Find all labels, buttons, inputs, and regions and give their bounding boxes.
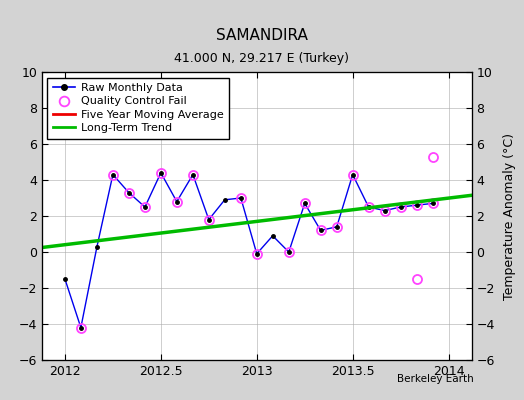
Text: SAMANDIRA: SAMANDIRA [216, 28, 308, 43]
Text: Berkeley Earth: Berkeley Earth [398, 374, 474, 384]
Text: 41.000 N, 29.217 E (Turkey): 41.000 N, 29.217 E (Turkey) [174, 52, 350, 65]
Y-axis label: Temperature Anomaly (°C): Temperature Anomaly (°C) [503, 132, 516, 300]
Legend: Raw Monthly Data, Quality Control Fail, Five Year Moving Average, Long-Term Tren: Raw Monthly Data, Quality Control Fail, … [48, 78, 229, 139]
